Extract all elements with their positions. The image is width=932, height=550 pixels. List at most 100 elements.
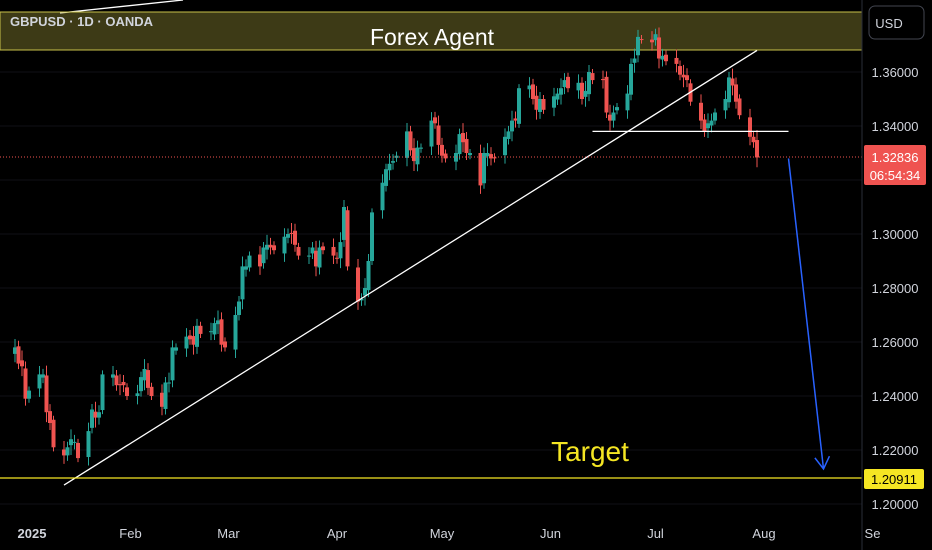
candle[interactable]	[261, 241, 266, 269]
time-axis[interactable]: 2025 Feb Mar Apr May Jun Jul Aug Se	[18, 526, 881, 541]
candle[interactable]	[436, 115, 441, 155]
candle[interactable]	[527, 77, 532, 98]
candle[interactable]	[468, 148, 472, 160]
candle[interactable]	[559, 78, 563, 105]
candle[interactable]	[62, 441, 66, 464]
target-price-tag[interactable]	[864, 469, 924, 489]
candle[interactable]	[653, 28, 658, 46]
candle[interactable]	[27, 386, 31, 403]
candle[interactable]	[44, 365, 49, 423]
candle[interactable]	[608, 104, 612, 131]
candle[interactable]	[580, 77, 584, 105]
candle[interactable]	[233, 306, 238, 358]
candle[interactable]	[219, 312, 224, 352]
candle[interactable]	[268, 237, 273, 255]
candle[interactable]	[587, 65, 591, 102]
candle[interactable]	[345, 206, 350, 271]
candle[interactable]	[639, 35, 644, 44]
candle[interactable]	[135, 384, 140, 405]
candle[interactable]	[314, 240, 318, 277]
candle[interactable]	[65, 441, 70, 461]
candle[interactable]	[506, 125, 511, 145]
candle[interactable]	[492, 153, 497, 163]
candle[interactable]	[541, 94, 546, 114]
candle[interactable]	[13, 338, 17, 363]
candle[interactable]	[590, 69, 595, 85]
candle[interactable]	[51, 415, 56, 452]
candle[interactable]	[296, 242, 301, 260]
candle[interactable]	[737, 94, 742, 120]
candle[interactable]	[121, 374, 126, 393]
candle[interactable]	[125, 383, 129, 401]
candle[interactable]	[191, 326, 196, 355]
candle[interactable]	[258, 246, 262, 275]
candle[interactable]	[167, 372, 171, 393]
candle[interactable]	[160, 384, 164, 416]
candle[interactable]	[41, 368, 45, 384]
candle[interactable]	[485, 143, 490, 167]
candle[interactable]	[405, 122, 409, 167]
candle[interactable]	[632, 48, 637, 73]
candle[interactable]	[331, 238, 336, 265]
rising-trendline[interactable]	[63, 49, 758, 486]
candle[interactable]	[114, 369, 119, 391]
candle[interactable]	[118, 374, 122, 396]
candle[interactable]	[307, 247, 311, 265]
leftover-drawing-line[interactable]	[59, 0, 184, 14]
bearish-arrow[interactable]	[787, 158, 831, 471]
candle[interactable]	[342, 200, 346, 247]
candle[interactable]	[629, 58, 633, 101]
candle[interactable]	[174, 343, 178, 355]
candle[interactable]	[198, 321, 203, 338]
candle[interactable]	[650, 31, 654, 51]
candle[interactable]	[517, 84, 521, 128]
candle[interactable]	[149, 382, 154, 401]
candle[interactable]	[660, 48, 665, 67]
candle[interactable]	[457, 128, 462, 160]
candle[interactable]	[674, 49, 679, 73]
candle[interactable]	[699, 94, 703, 130]
candle[interactable]	[531, 78, 535, 105]
candle[interactable]	[681, 64, 686, 88]
candle[interactable]	[625, 85, 630, 119]
candle[interactable]	[163, 376, 168, 415]
candle[interactable]	[751, 131, 756, 148]
candle[interactable]	[534, 85, 539, 120]
candle[interactable]	[713, 108, 717, 125]
candle[interactable]	[384, 163, 388, 192]
candle[interactable]	[310, 241, 315, 259]
candle[interactable]	[195, 318, 199, 354]
candle[interactable]	[408, 125, 413, 156]
candle[interactable]	[317, 240, 322, 275]
candle[interactable]	[338, 232, 343, 269]
price-axis[interactable]	[862, 0, 932, 550]
candle[interactable]	[380, 174, 385, 219]
candle[interactable]	[146, 363, 150, 395]
candle[interactable]	[244, 259, 248, 277]
candle[interactable]	[289, 223, 294, 244]
candle[interactable]	[723, 90, 728, 119]
candle[interactable]	[48, 404, 52, 430]
candle[interactable]	[370, 208, 374, 266]
candle[interactable]	[111, 365, 115, 387]
candle[interactable]	[286, 228, 290, 244]
candle[interactable]	[678, 60, 682, 81]
candle[interactable]	[97, 405, 101, 425]
candle[interactable]	[604, 71, 609, 119]
candle[interactable]	[23, 361, 28, 406]
candle[interactable]	[433, 111, 437, 129]
candle[interactable]	[209, 322, 213, 341]
candle[interactable]	[216, 310, 220, 335]
candle[interactable]	[184, 328, 189, 357]
candle[interactable]	[90, 403, 94, 434]
candle[interactable]	[139, 371, 143, 397]
candle[interactable]	[482, 147, 486, 189]
candle[interactable]	[212, 317, 217, 340]
candle[interactable]	[415, 140, 420, 172]
candle[interactable]	[366, 254, 371, 298]
candle[interactable]	[611, 105, 616, 128]
candle[interactable]	[664, 50, 668, 66]
candle[interactable]	[142, 359, 147, 391]
candle[interactable]	[734, 77, 738, 109]
